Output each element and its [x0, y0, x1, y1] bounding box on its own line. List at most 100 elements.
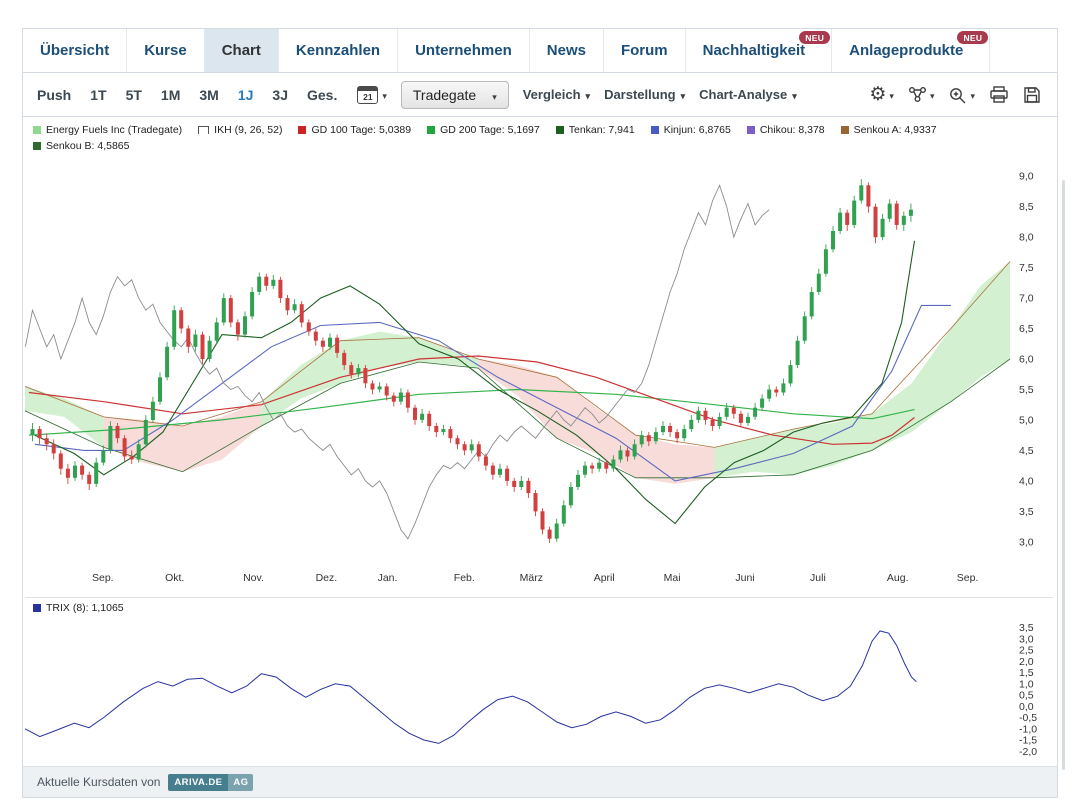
- toolbar-icon-group: [867, 83, 1043, 107]
- legend-label: Energy Fuels Inc (Tradegate): [46, 124, 183, 136]
- range-3j[interactable]: 3J: [272, 86, 288, 103]
- legend-item: Energy Fuels Inc (Tradegate): [33, 124, 182, 136]
- ariva-brand-badge[interactable]: ARIVA.DE AG: [168, 773, 254, 791]
- svg-text:-2,0: -2,0: [1019, 746, 1037, 758]
- svg-text:Nov.: Nov.: [243, 572, 264, 584]
- svg-text:1,0: 1,0: [1019, 678, 1034, 690]
- legend-label: Tenkan: 7,941: [568, 124, 635, 136]
- zoom-button[interactable]: [946, 84, 977, 106]
- series-swatch: [298, 126, 307, 134]
- tab-unternehmen[interactable]: Unternehmen: [398, 29, 530, 72]
- svg-text:Mai: Mai: [664, 572, 681, 584]
- ikh-icon: [198, 126, 210, 134]
- legend-item: Senkou B: 4,5865: [33, 140, 129, 152]
- ariva-logo: ARIVA.DE: [168, 773, 229, 791]
- svg-text:März: März: [520, 572, 543, 584]
- vergleich-dropdown[interactable]: Vergleich: [523, 87, 590, 102]
- exchange-select[interactable]: Tradegate: [400, 80, 509, 109]
- tab-uebersicht[interactable]: Übersicht: [23, 29, 128, 72]
- svg-text:April: April: [594, 572, 615, 584]
- svg-text:0,5: 0,5: [1019, 690, 1034, 702]
- gear-icon: [869, 85, 886, 105]
- range-ges[interactable]: Ges.: [306, 86, 338, 103]
- svg-text:5,0: 5,0: [1019, 414, 1034, 426]
- svg-text:3,5: 3,5: [1019, 506, 1034, 518]
- range-push[interactable]: Push: [37, 86, 72, 103]
- tab-nachhaltigkeit[interactable]: Nachhaltigkeit NEU: [686, 29, 833, 72]
- dropdown-label: Darstellung: [604, 87, 676, 102]
- range-1m[interactable]: 1M: [160, 86, 181, 103]
- series-swatch: [746, 126, 755, 134]
- range-3m[interactable]: 3M: [199, 86, 219, 103]
- chart-area: Energy Fuels Inc (Tradegate) IKH (9, 26,…: [23, 117, 1057, 766]
- printer-icon: [990, 85, 1008, 103]
- legend-item: Senkou A: 4,9337: [840, 124, 937, 136]
- range-1j[interactable]: 1J: [237, 86, 254, 103]
- main-chart[interactable]: 9,0 8,5 8,0 7,5 7,0 6,5 6,0 5,5 5,0 4,5 4,0 3,5 3,0 S…: [25, 154, 1051, 594]
- chevron-down-icon: [490, 87, 497, 103]
- exchange-value: Tradegate: [412, 86, 477, 103]
- svg-text:-1,5: -1,5: [1019, 735, 1037, 747]
- dropdown-label: Vergleich: [522, 87, 581, 102]
- trix-legend-row: TRIX (8): 1,1065: [25, 600, 1053, 616]
- darstellung-dropdown[interactable]: Darstellung: [604, 87, 685, 102]
- indicator-legend-row-2: Senkou B: 4,5865: [25, 138, 1053, 154]
- save-icon: [1024, 86, 1040, 103]
- print-button[interactable]: [987, 84, 1011, 106]
- svg-text:9,0: 9,0: [1019, 171, 1034, 183]
- legend-label: GD 200 Tage: 5,1697: [440, 124, 540, 136]
- nodes-icon: [908, 87, 926, 102]
- scrollbar[interactable]: [1062, 180, 1065, 770]
- calendar-button[interactable]: 21: [357, 85, 387, 104]
- footer-bar: Aktuelle Kursdaten von ARIVA.DE AG: [23, 766, 1057, 797]
- chevron-down-icon: [790, 87, 797, 102]
- series-swatch: [33, 142, 41, 150]
- tab-kennzahlen[interactable]: Kennzahlen: [279, 29, 399, 72]
- tab-chart[interactable]: Chart: [204, 29, 279, 72]
- chevron-down-icon: [380, 86, 387, 104]
- svg-text:Feb.: Feb.: [454, 572, 475, 584]
- legend-label: Senkou B: 4,5865: [46, 140, 130, 152]
- chart-analyse-dropdown[interactable]: Chart-Analyse: [699, 87, 797, 102]
- legend-label: TRIX (8): 1,1065: [46, 602, 124, 614]
- svg-text:Juni: Juni: [735, 572, 754, 584]
- range-1t[interactable]: 1T: [90, 86, 107, 103]
- series-swatch: [33, 126, 41, 134]
- chevron-down-icon: [887, 86, 894, 104]
- svg-text:Juli: Juli: [810, 572, 826, 584]
- legend-label: Chikou: 8,378: [759, 124, 825, 136]
- svg-text:7,0: 7,0: [1019, 293, 1034, 305]
- svg-text:8,5: 8,5: [1019, 201, 1034, 213]
- neu-badge: NEU: [957, 31, 989, 44]
- svg-text:0,0: 0,0: [1019, 701, 1034, 713]
- zoom-in-icon: [950, 87, 966, 103]
- svg-text:Sep.: Sep.: [92, 572, 114, 584]
- series-swatch: [555, 126, 564, 134]
- svg-text:5,5: 5,5: [1019, 384, 1034, 396]
- svg-text:Sep.: Sep.: [957, 572, 979, 584]
- svg-text:-0,5: -0,5: [1019, 712, 1037, 724]
- svg-text:3,0: 3,0: [1019, 536, 1034, 548]
- tab-kurse[interactable]: Kurse: [127, 29, 205, 72]
- chart-toolbar: Push 1T 5T 1M 3M 1J 3J Ges. 21 Tradegate…: [23, 73, 1057, 117]
- tab-forum[interactable]: Forum: [604, 29, 686, 72]
- series-swatch: [650, 126, 659, 134]
- svg-text:2,5: 2,5: [1019, 645, 1034, 657]
- settings-button[interactable]: [867, 83, 896, 107]
- svg-text:1,5: 1,5: [1019, 667, 1034, 679]
- save-button[interactable]: [1021, 84, 1043, 106]
- svg-text:-1,0: -1,0: [1019, 723, 1037, 735]
- chevron-down-icon: [584, 87, 591, 102]
- tab-news[interactable]: News: [530, 29, 604, 72]
- indicators-button[interactable]: [906, 84, 937, 106]
- trix-chart[interactable]: 3,53,02,52,01,51,00,50,0-0,5-1,0-1,5-2,0: [25, 616, 1051, 766]
- legend-item: TRIX (8): 1,1065: [33, 602, 124, 614]
- tab-label: Nachhaltigkeit: [702, 42, 806, 59]
- indicator-legend-row-1: Energy Fuels Inc (Tradegate) IKH (9, 26,…: [25, 122, 1053, 138]
- tab-anlageprodukte[interactable]: Anlageprodukte NEU: [832, 29, 991, 72]
- trix-panel: TRIX (8): 1,1065 3,5 3,0 2,5 2,0 1,5 1,0 0,5 0,…: [25, 597, 1053, 766]
- ariva-logo-suffix: AG: [228, 773, 254, 791]
- legend-label: Kinjun: 6,8765: [663, 124, 731, 136]
- range-5t[interactable]: 5T: [125, 86, 142, 103]
- tab-label: Anlageprodukte: [849, 42, 964, 59]
